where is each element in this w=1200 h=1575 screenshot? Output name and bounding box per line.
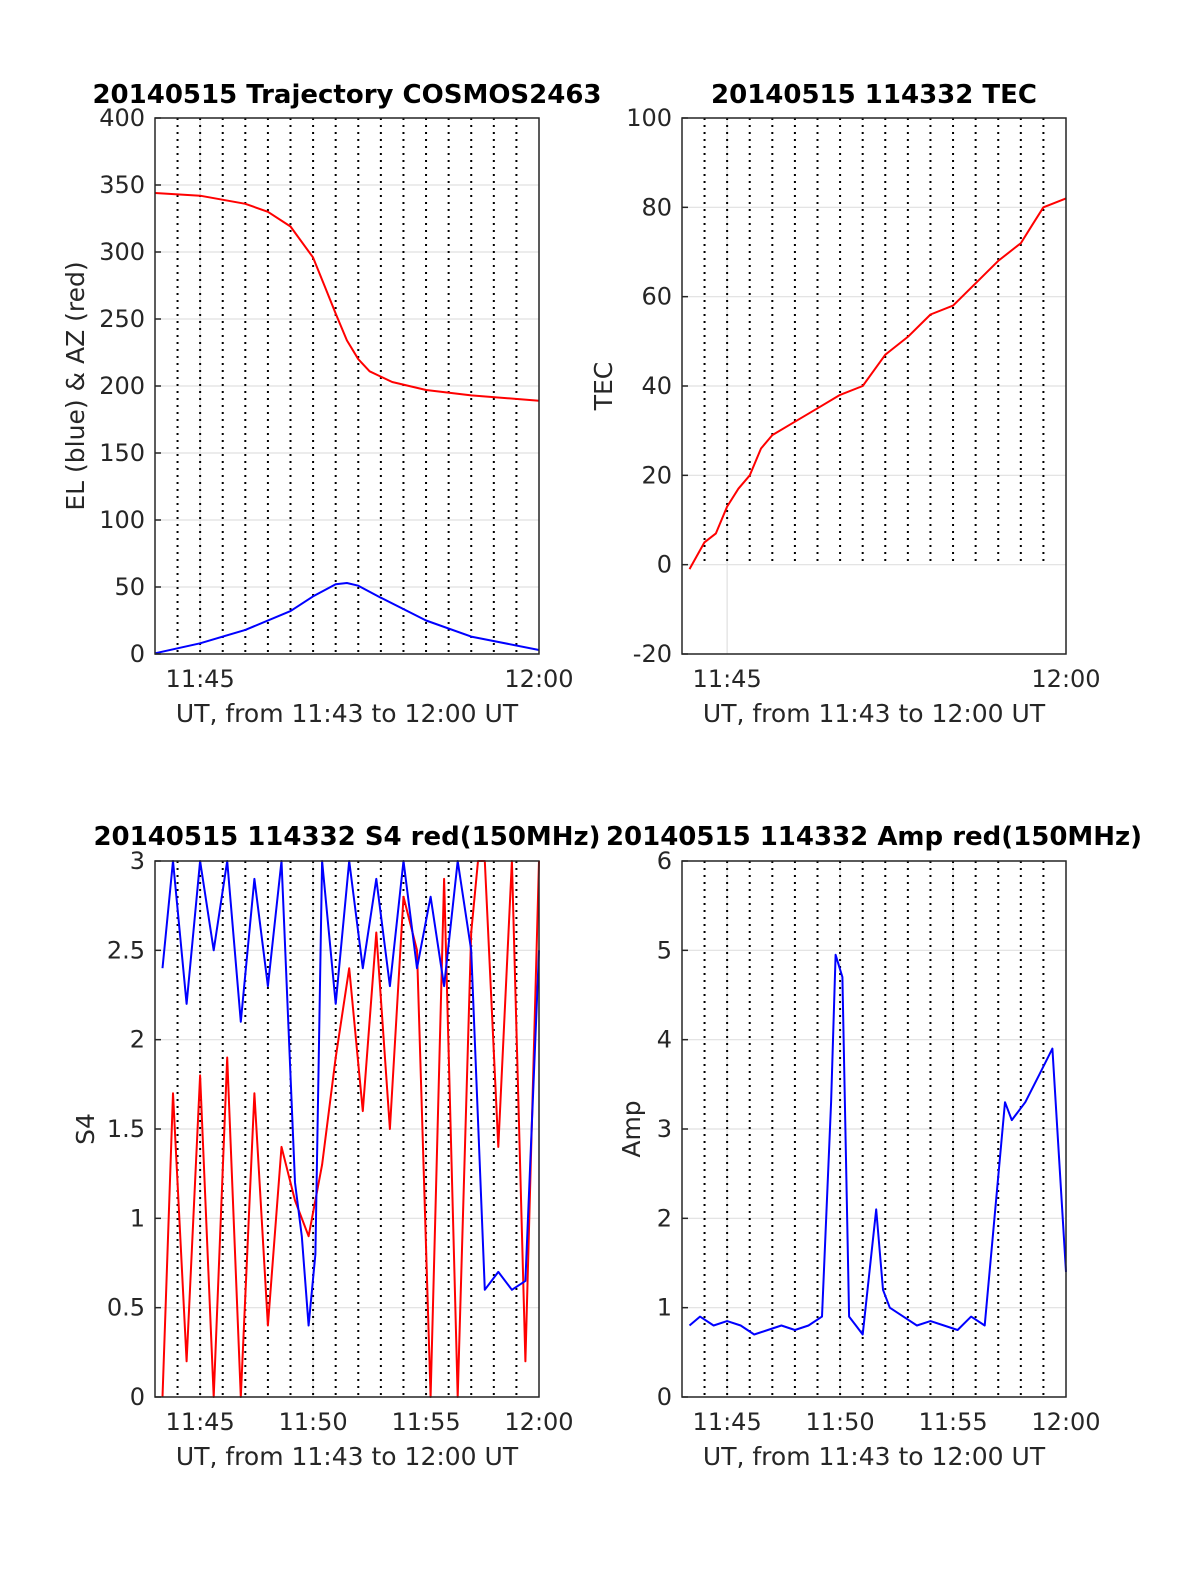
y-tick-label: 0	[657, 551, 672, 579]
y-tick-label: 0	[657, 1383, 672, 1411]
x-tick-label: 11:45	[693, 665, 762, 693]
x-tick-label: 12:00	[504, 1408, 573, 1436]
tick-labels: 0 0.5 1 1.5 2 2.5 3 11:45 11:50 11:55 12:00	[107, 847, 574, 1436]
y-tick-label: 6	[657, 847, 672, 875]
tick-labels: 0 50 100 150 200 250 300 350 400 11:45 12:00	[99, 104, 573, 693]
y-tick-label: 40	[641, 372, 672, 400]
x-tick-label: 11:45	[693, 1408, 762, 1436]
x-tick-label: 11:45	[166, 665, 235, 693]
red-series-line	[154, 192, 540, 402]
y-tick-label: 250	[99, 305, 145, 333]
x-tick-label: 12:00	[1031, 665, 1100, 693]
x-tick-label: 11:55	[919, 1408, 988, 1436]
y-tick-label: 100	[626, 104, 672, 132]
y-tick-label: 150	[99, 439, 145, 467]
panel-title: 20140515 Trajectory COSMOS2463	[92, 80, 601, 110]
x-tick-label: 12:00	[504, 665, 573, 693]
blue-series-line	[154, 582, 540, 655]
y-tick-label: 300	[99, 238, 145, 266]
y-tick-label: 4	[657, 1026, 672, 1054]
tec-panel: -20 0 20 40 60 80 100 11:45 12:00 20140515 11433…	[589, 80, 1101, 728]
y-axis-label: Amp	[617, 1100, 646, 1157]
series-layer	[154, 192, 540, 655]
x-axis-label: UT, from 11:43 to 12:00 UT	[176, 699, 519, 728]
x-axis-label: UT, from 11:43 to 12:00 UT	[176, 1442, 519, 1471]
tick-labels: 0 1 2 3 4 5 6 11:45 11:50 11:55 12:00	[657, 847, 1101, 1436]
y-tick-label: 2.5	[107, 936, 145, 964]
grid	[155, 860, 540, 1398]
trajectory-panel: 0 50 100 150 200 250 300 350 400 11:45 12:00 20140…	[61, 80, 602, 728]
y-tick-label: 2	[657, 1204, 672, 1232]
blue-series-line	[688, 953, 1067, 1336]
y-tick-label: 3	[657, 1115, 672, 1143]
y-tick-label: 0	[130, 640, 145, 668]
panel-title: 20140515 114332 Amp red(150MHz)	[606, 822, 1142, 852]
s4-panel: 0 0.5 1 1.5 2 2.5 3 11:45 11:50 11:55 12:00 201405…	[71, 822, 601, 1471]
y-tick-label: 100	[99, 506, 145, 534]
y-tick-label: -20	[633, 640, 672, 668]
y-tick-label: 5	[657, 936, 672, 964]
y-tick-label: 350	[99, 171, 145, 199]
tick-labels: -20 0 20 40 60 80 100 11:45 12:00	[626, 104, 1100, 693]
y-tick-label: 60	[641, 283, 672, 311]
y-tick-label: 0.5	[107, 1294, 145, 1322]
x-axis-label: UT, from 11:43 to 12:00 UT	[703, 699, 1046, 728]
y-tick-label: 3	[130, 847, 145, 875]
x-tick-label: 11:55	[392, 1408, 461, 1436]
series-layer	[688, 953, 1067, 1336]
grid	[155, 117, 540, 655]
y-tick-label: 80	[641, 193, 672, 221]
amp-panel: 0 1 2 3 4 5 6 11:45 11:50 11:55 12:00 20140515 114…	[606, 822, 1142, 1471]
y-axis-label: TEC	[589, 362, 618, 412]
y-tick-label: 400	[99, 104, 145, 132]
y-axis-label: S4	[71, 1113, 100, 1145]
grid	[682, 117, 1067, 655]
panel-title: 20140515 114332 TEC	[711, 80, 1037, 110]
x-tick-label: 11:50	[278, 1408, 347, 1436]
x-tick-label: 11:45	[166, 1408, 235, 1436]
x-tick-label: 12:00	[1031, 1408, 1100, 1436]
y-axis-label: EL (blue) & AZ (red)	[61, 261, 90, 510]
y-tick-label: 50	[114, 573, 145, 601]
y-tick-label: 2	[130, 1026, 145, 1054]
x-axis-label: UT, from 11:43 to 12:00 UT	[703, 1442, 1046, 1471]
y-tick-label: 0	[130, 1383, 145, 1411]
y-tick-label: 1	[657, 1294, 672, 1322]
panel-title: 20140515 114332 S4 red(150MHz)	[93, 822, 600, 852]
y-tick-label: 1	[130, 1204, 145, 1232]
series-layer	[688, 197, 1067, 570]
red-series-line	[688, 197, 1067, 570]
y-tick-label: 20	[641, 461, 672, 489]
x-tick-label: 11:50	[805, 1408, 874, 1436]
y-tick-label: 200	[99, 372, 145, 400]
y-tick-label: 1.5	[107, 1115, 145, 1143]
